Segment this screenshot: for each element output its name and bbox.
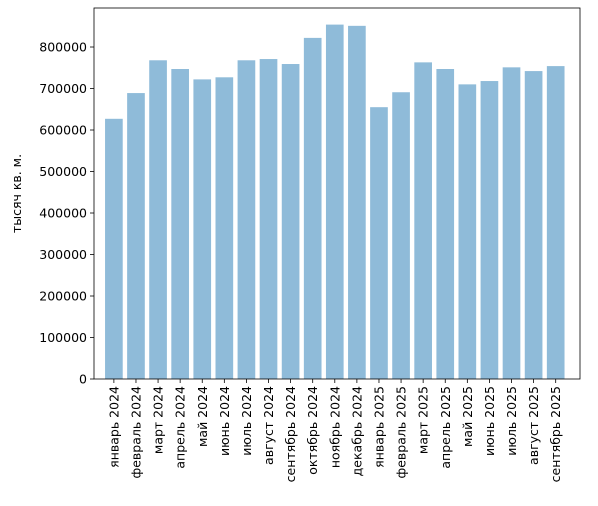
- bar: [127, 93, 145, 379]
- bar: [392, 92, 410, 380]
- bar: [237, 60, 256, 379]
- x-tick-label: февраль 2024: [128, 386, 143, 479]
- y-tick-label: 300000: [39, 247, 87, 262]
- x-tick-label: июль 2025: [504, 386, 519, 456]
- x-tick-label: август 2024: [261, 386, 276, 465]
- x-tick-label: июнь 2024: [217, 386, 232, 456]
- plot-frame: [93, 7, 581, 380]
- x-tick-label: сентябрь 2024: [283, 386, 298, 482]
- x-tick-label: апрель 2024: [173, 386, 188, 469]
- bar: [215, 77, 234, 380]
- x-tick-label: май 2025: [460, 386, 475, 447]
- bar: [480, 81, 499, 379]
- bar: [303, 37, 322, 379]
- bar: [370, 107, 388, 380]
- y-tick-label: 500000: [39, 164, 87, 179]
- x-tick-label: март 2025: [416, 386, 431, 454]
- y-tick-label: 200000: [39, 289, 87, 304]
- y-tick-label: 800000: [39, 40, 87, 55]
- y-tick-label: 100000: [39, 330, 87, 345]
- bar: [171, 69, 189, 379]
- x-tick-label: март 2024: [151, 386, 166, 454]
- bar: [524, 71, 543, 379]
- bar: [325, 24, 344, 379]
- y-axis-ticks: 0 100000 200000 300000 400000 500000 600000 700…: [39, 40, 94, 387]
- y-tick-label: 700000: [39, 81, 87, 96]
- x-tick-label: февраль 2025: [394, 386, 409, 478]
- x-tick-label: август 2025: [526, 386, 541, 465]
- x-tick-label: декабрь 2024: [349, 386, 364, 476]
- bar: [348, 25, 366, 380]
- bar: [281, 64, 300, 380]
- bar: [546, 66, 565, 379]
- x-axis-ticks: январь 2024 февраль 2024 март 2024 апрель 2…: [106, 379, 563, 482]
- x-tick-label: ноябрь 2024: [327, 386, 342, 468]
- y-tick-label: 600000: [39, 123, 87, 138]
- x-tick-label: июль 2024: [239, 386, 254, 456]
- bar: [458, 84, 477, 380]
- bars-group: [105, 24, 565, 380]
- bar: [149, 60, 167, 379]
- bar: [502, 67, 521, 379]
- bar: [193, 79, 212, 379]
- x-tick-label: сентябрь 2025: [548, 386, 563, 482]
- x-tick-label: апрель 2025: [438, 386, 453, 469]
- x-tick-label: январь 2025: [371, 386, 386, 468]
- bar: [105, 118, 123, 380]
- y-tick-label: 400000: [39, 206, 87, 221]
- bar: [436, 69, 455, 379]
- y-axis-label: тысяч кв. м.: [9, 154, 24, 233]
- bar: [414, 62, 432, 380]
- y-tick-label: 0: [79, 372, 87, 387]
- x-tick-label: октябрь 2024: [305, 386, 320, 475]
- x-tick-label: январь 2024: [106, 386, 121, 468]
- x-tick-label: май 2024: [195, 386, 210, 447]
- x-tick-label: июнь 2025: [482, 386, 497, 456]
- bar: [259, 59, 278, 379]
